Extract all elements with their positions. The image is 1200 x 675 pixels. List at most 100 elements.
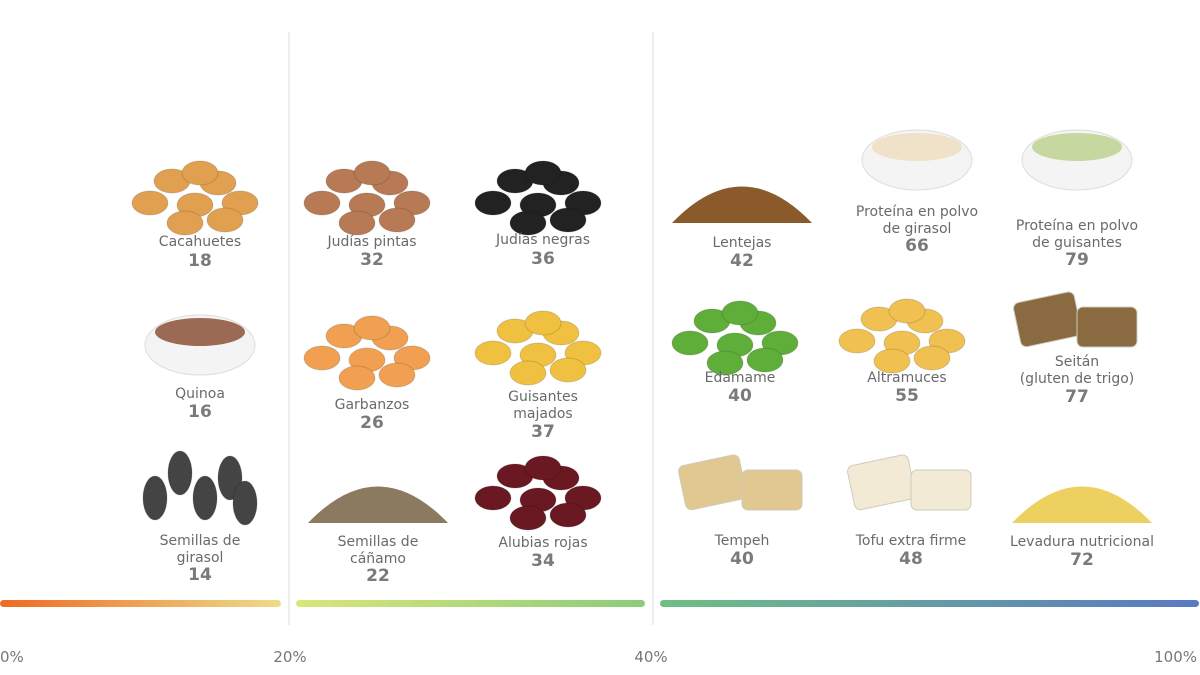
protein-value: 66 [905,236,929,256]
protein-value: 18 [188,251,212,271]
protein-value: 72 [1070,550,1094,570]
range-bar [660,600,1199,607]
food-shape [671,330,709,356]
protein-value: 37 [531,422,555,442]
food-shape [155,318,245,346]
scale-label: 40% [634,648,667,666]
protein-value: 26 [360,413,384,433]
food-image [847,454,972,511]
food-image [474,310,602,386]
food-shape [888,298,926,324]
food-image [671,300,799,376]
food-label: Lentejas [713,235,772,251]
protein-value: 48 [899,549,923,569]
food-shape [721,300,759,326]
protein-value: 36 [531,249,555,269]
food-label: Cacahuetes [159,234,241,250]
protein-value: 77 [1065,387,1089,407]
food-shape [338,210,376,236]
food-label: Tempeh [714,533,770,549]
food-label: Proteína en polvo [856,204,978,220]
food-label: girasol [177,550,224,566]
food-label: Guisantes [508,389,578,405]
range-bar [0,600,281,607]
protein-value: 16 [188,402,212,422]
food-shape [913,345,951,371]
protein-value: 40 [728,386,752,406]
protein-value: 79 [1065,250,1089,270]
food-image [838,298,966,374]
food-shape [1032,133,1122,161]
food-shape [509,360,547,386]
food-shape [474,340,512,366]
food-shape [509,210,547,236]
food-shape [524,310,562,336]
food-shape [1076,306,1138,348]
food-label: (gluten de trigo) [1020,371,1135,387]
food-shape [303,190,341,216]
food-shape [474,190,512,216]
food-label: Quinoa [175,386,225,402]
food-shape [142,475,168,521]
food-image [142,450,258,526]
food-shape [308,486,448,523]
food-image [303,315,431,391]
protein-value: 14 [188,565,212,585]
food-shape [524,160,562,186]
food-shape [474,485,512,511]
food-shape [181,160,219,186]
protein-value: 22 [366,566,390,586]
food-label: Garbanzos [335,397,410,413]
food-shape [303,345,341,371]
food-label: de girasol [883,221,952,237]
food-shape [872,133,962,161]
food-label: Edamame [705,370,776,386]
food-shape [672,186,812,223]
food-shape [206,207,244,233]
food-label: Judías negras [495,232,590,248]
food-shape [1013,291,1082,348]
food-shape [678,454,747,511]
food-shape [192,475,218,521]
food-image [474,160,602,236]
food-label: de guisantes [1032,235,1122,251]
food-shape [746,347,784,373]
protein-value: 34 [531,551,555,571]
food-shape [549,357,587,383]
food-image [144,314,256,376]
food-shape [910,469,972,511]
food-label: Judías pintas [326,234,416,250]
food-shape [232,480,258,526]
food-shape [741,469,803,511]
food-shape [353,160,391,186]
food-shape [838,328,876,354]
food-label: Tofu extra firme [855,533,967,549]
food-shape [378,362,416,388]
protein-value: 32 [360,250,384,270]
food-shape [338,365,376,391]
food-label: Alubias rojas [498,535,587,551]
food-image [303,160,431,236]
protein-value: 42 [730,251,754,271]
food-label: Seitán [1055,354,1099,370]
food-shape [378,207,416,233]
food-image [678,454,803,511]
food-shape [549,207,587,233]
food-image [672,186,812,223]
food-shape [873,348,911,374]
food-shape [353,315,391,341]
food-image [1021,129,1133,191]
scale-label: 100% [1154,648,1197,666]
food-label: majados [513,406,572,422]
food-image [861,129,973,191]
food-shape [1012,486,1152,523]
food-shape [549,502,587,528]
food-image [308,486,448,523]
food-image [1012,486,1152,523]
scale-label: 0% [0,648,24,666]
food-label: Levadura nutricional [1010,534,1154,550]
food-label: Altramuces [867,370,946,386]
food-shape [847,454,916,511]
food-image [131,160,259,236]
